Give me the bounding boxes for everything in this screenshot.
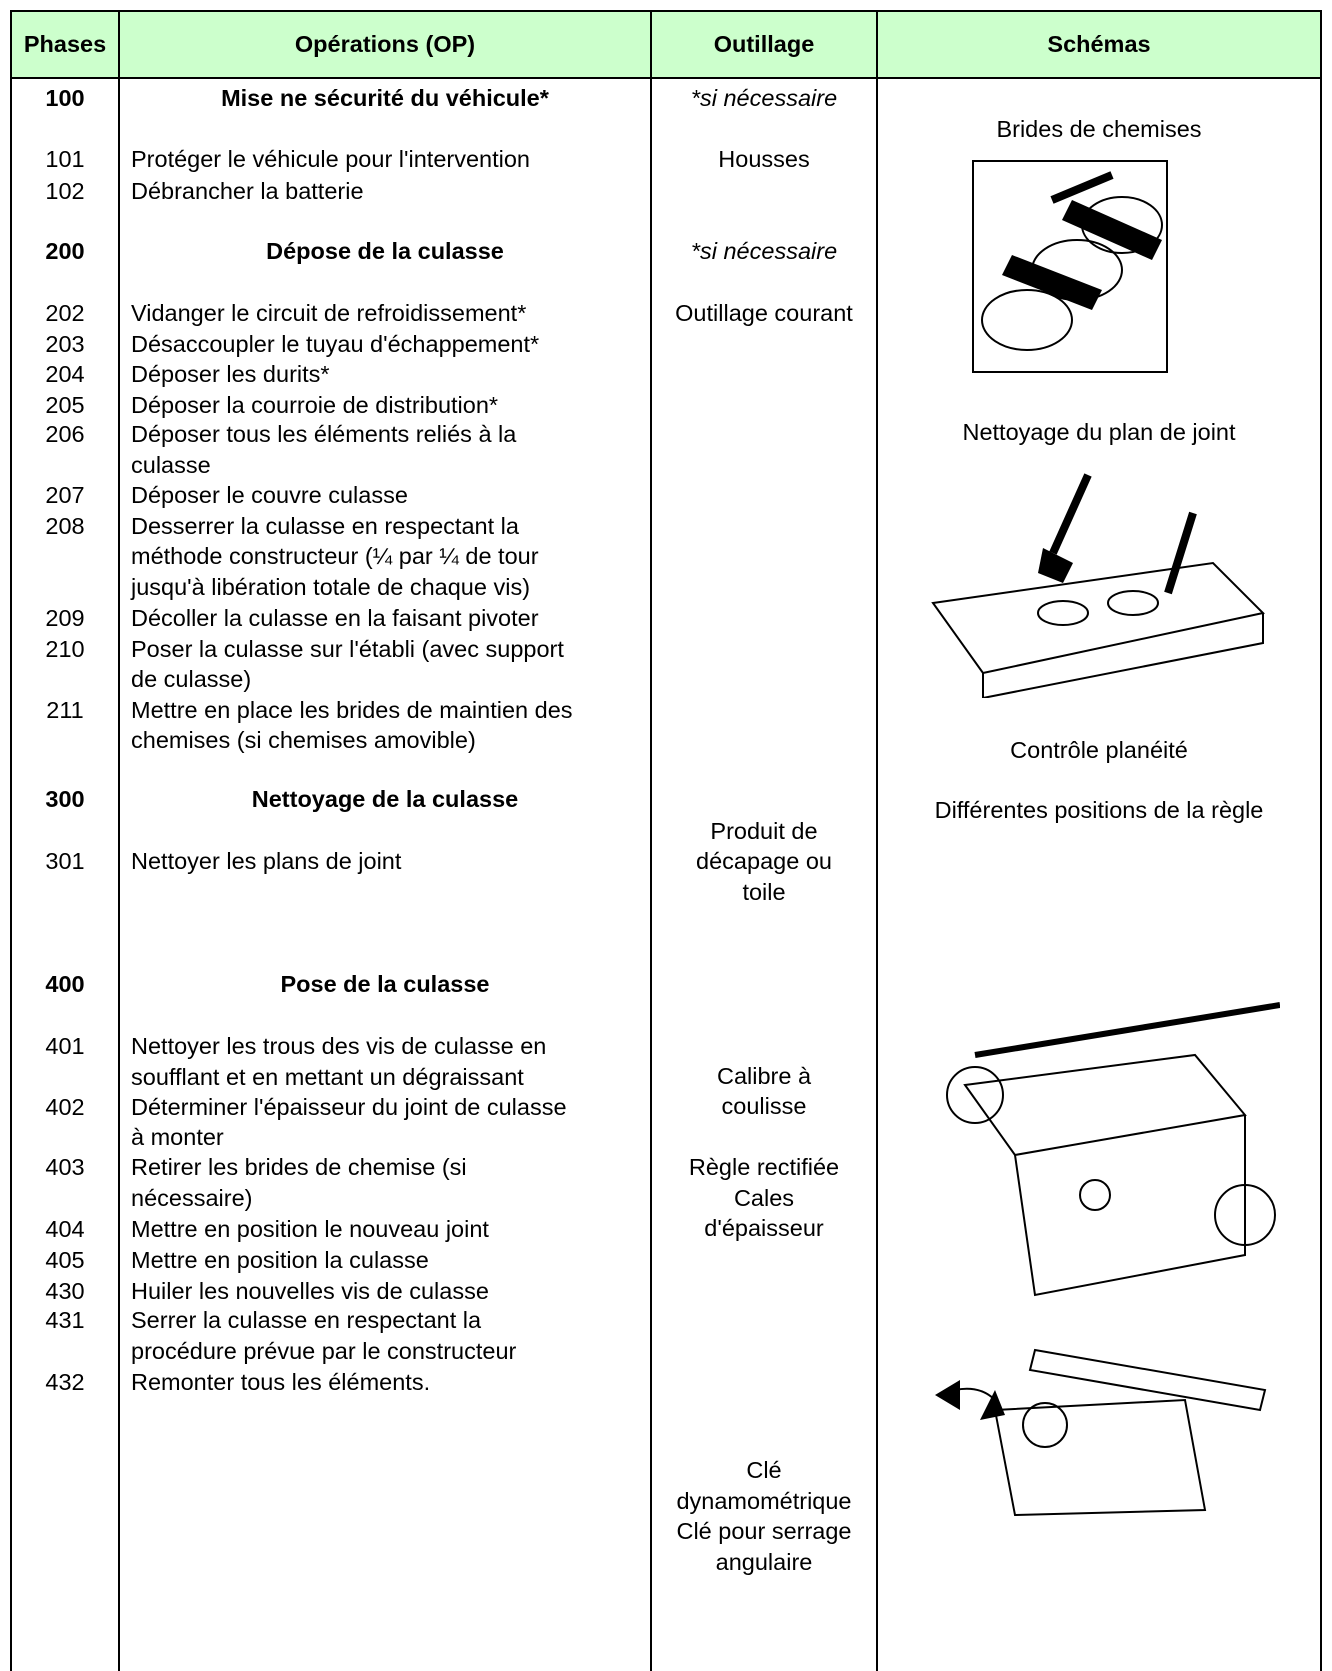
phase-number: 402: [45, 1093, 85, 1120]
schema-caption: Contrôle planéité: [1010, 736, 1188, 763]
phase-number: 205: [45, 391, 85, 418]
phase-number: 203: [45, 331, 85, 358]
phase-number: 403: [45, 1154, 85, 1181]
schema-caption: Nettoyage du plan de joint: [962, 419, 1236, 446]
operation-text: Déposer le couvre culasse: [131, 481, 408, 508]
operation-text: Mettre en position la culasse: [131, 1246, 429, 1273]
operation-text: Mettre en position le nouveau joint: [131, 1215, 489, 1242]
operation-text: Serrer la culasse en respectant la: [131, 1307, 482, 1334]
phase-number: 400: [45, 970, 85, 997]
phase-number: 210: [45, 636, 85, 662]
operation-text: Huiler les nouvelles vis de culasse: [131, 1277, 489, 1304]
phase-number: 300: [45, 785, 85, 812]
section-title: Mise ne sécurité du véhicule*: [221, 84, 549, 111]
phase-number: 100: [45, 84, 85, 111]
tool-text: d'épaisseur: [704, 1215, 824, 1242]
operation-text: Décoller la culasse en la faisant pivote…: [131, 605, 539, 632]
schema-caption: Brides de chemises: [996, 115, 1202, 142]
tool-text: Clé pour serrage: [676, 1518, 852, 1545]
operation-text: nécessaire): [131, 1184, 253, 1211]
border: [876, 10, 878, 1671]
phase-number: 301: [45, 848, 85, 875]
operation-text: Déterminer l'épaisseur du joint de culas…: [131, 1093, 567, 1120]
operation-text: Vidanger le circuit de refroidissement*: [131, 300, 527, 327]
operation-text: Protéger le véhicule pour l'intervention: [131, 146, 530, 173]
phase-number: 200: [45, 237, 85, 264]
border: [10, 77, 1322, 79]
tool-text: *si nécessaire: [690, 84, 838, 111]
border: [10, 10, 1322, 12]
tool-text: Outillage courant: [675, 300, 853, 327]
tool-text: *si nécessaire: [690, 237, 838, 264]
operation-text: Nettoyer les plans de joint: [131, 848, 402, 875]
operation-text: Retirer les brides de chemise (si: [131, 1154, 467, 1181]
phase-number: 101: [45, 146, 85, 173]
phase-number: 102: [45, 178, 85, 205]
border: [10, 10, 12, 1671]
operation-text: Desserrer la culasse en respectant la: [131, 512, 519, 539]
operation-text: Mettre en place les brides de maintien d…: [131, 696, 573, 723]
tool-text: Calibre à: [716, 1063, 812, 1089]
phase-number: 206: [45, 421, 85, 448]
operation-text: Débrancher la batterie: [131, 178, 364, 205]
operation-text: Déposer la courroie de distribution*: [131, 391, 499, 418]
phase-number: 211: [46, 696, 84, 723]
phase-number: 209: [45, 605, 85, 632]
tool-text: toile: [742, 878, 786, 905]
phase-number: 432: [45, 1368, 85, 1395]
border: [118, 10, 120, 1671]
header-cell: Outillage: [713, 31, 815, 57]
cleaning-sketch: [931, 473, 1266, 698]
header-cell: Phases: [23, 31, 107, 57]
operation-text: procédure prévue par le constructeur: [131, 1337, 517, 1364]
phase-number: 405: [45, 1246, 85, 1273]
tool-text: angulaire: [715, 1548, 813, 1575]
border: [1320, 10, 1322, 1671]
tool-text: Clé: [746, 1457, 782, 1484]
operation-text: méthode constructeur (¼ par ¼ de tour: [131, 543, 539, 570]
phase-number: 431: [45, 1307, 85, 1334]
operation-text: Remonter tous les éléments.: [131, 1368, 431, 1395]
operation-text: jusqu'à libération totale de chaque vis): [131, 573, 531, 600]
schema-caption: Différentes positions de la règle: [934, 797, 1264, 824]
operation-text: Désaccoupler le tuyau d'échappement*: [131, 331, 540, 358]
phase-number: 208: [45, 512, 85, 539]
phase-number: 202: [45, 300, 85, 327]
operation-text: culasse: [131, 451, 211, 478]
engine-sketch: [946, 1002, 1280, 1297]
phase-number: 430: [45, 1277, 85, 1304]
section-title: Nettoyage de la culasse: [251, 785, 519, 812]
section-title: Dépose de la culasse: [266, 237, 504, 264]
tool-text: coulisse: [721, 1093, 807, 1120]
header-cell: Opérations (OP): [294, 31, 476, 57]
phase-number: 404: [45, 1215, 85, 1242]
operation-text: soufflant et en mettant un dégraissant: [131, 1063, 524, 1090]
liner-clamps-sketch: [972, 160, 1168, 373]
tool-text: dynamométrique: [676, 1487, 852, 1514]
header-cell: Schémas: [1047, 31, 1151, 57]
header-bg: [11, 11, 1321, 78]
phase-number: 204: [45, 360, 85, 387]
operation-text: à monter: [131, 1124, 224, 1151]
torque-sketch: [935, 1348, 1267, 1517]
operation-text: Déposer les durits*: [131, 360, 330, 387]
phase-number: 207: [45, 481, 85, 508]
tool-text: décapage ou: [696, 848, 832, 875]
border: [650, 10, 652, 1671]
tool-text: Règle rectifiée: [688, 1154, 840, 1181]
tool-text: Produit de: [710, 817, 818, 844]
tool-text: Housses: [718, 146, 810, 173]
operation-text: Déposer tous les éléments reliés à la: [131, 421, 517, 448]
tool-text: Cales: [733, 1184, 795, 1211]
section-title: Pose de la culasse: [280, 970, 490, 997]
operation-text: Nettoyer les trous des vis de culasse en: [131, 1033, 547, 1060]
operation-text: chemises (si chemises amovible): [131, 727, 476, 754]
operation-text: de culasse): [131, 666, 252, 693]
phase-number: 401: [45, 1033, 85, 1060]
operation-text: Poser la culasse sur l'établi (avec supp…: [131, 636, 564, 662]
